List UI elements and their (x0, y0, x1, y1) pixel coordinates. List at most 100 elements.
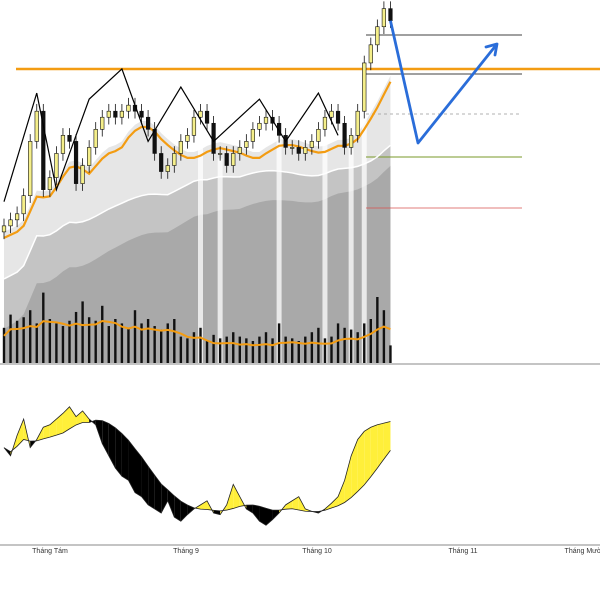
candle-body (263, 116, 269, 124)
candle-body (113, 110, 118, 118)
volume-bar (271, 338, 274, 363)
zigzag-line (3, 67, 339, 202)
oscillator-fill (272, 510, 280, 520)
candle-body (80, 165, 85, 184)
volume-bar (94, 320, 97, 363)
volume-bar (291, 338, 294, 363)
x-axis: Tháng Tám Tháng 9 Tháng 10 Tháng 11 Tháng Mư… (32, 548, 600, 555)
volume-bar (120, 323, 124, 363)
oscillator-fill (62, 406, 70, 433)
candle-body (349, 135, 354, 148)
volume-bar (160, 329, 163, 363)
volume-bar (232, 332, 235, 363)
oscillator-fill (148, 466, 155, 509)
volume-bar (330, 336, 333, 363)
oscillator-fill (377, 423, 384, 469)
highlight-strip (276, 140, 282, 363)
volume-bar (212, 334, 215, 363)
oscillator-fill (76, 410, 83, 425)
volume-bar (173, 319, 176, 363)
candle-body (67, 135, 72, 142)
volume-bar (81, 301, 84, 363)
fast-ma-line (3, 81, 392, 239)
volume-bar (297, 341, 300, 363)
volume-bar (179, 336, 183, 363)
signal-line (3, 419, 391, 512)
oscillator-fill (246, 505, 253, 514)
volume-bar (107, 326, 110, 363)
oscillator-fill (174, 495, 181, 522)
candle-body (172, 153, 177, 166)
oscillator-fill (121, 433, 129, 481)
candle-body (375, 26, 380, 46)
volume-bar (42, 292, 45, 363)
candle-body (28, 141, 33, 196)
candle-body (381, 8, 387, 28)
candle-body (34, 110, 39, 142)
volume-bar (127, 327, 130, 363)
candle-body (355, 110, 360, 136)
candle-body (237, 147, 242, 154)
volume-bar (133, 310, 137, 363)
candle-body (322, 116, 328, 130)
candle-body (309, 141, 314, 148)
highlight-strip (348, 140, 354, 363)
slow-ma-line (3, 144, 391, 280)
candle-body (60, 135, 66, 154)
volume-bar (382, 310, 386, 363)
candle-body (15, 213, 20, 221)
candle-body (152, 129, 157, 154)
oscillator-line (3, 406, 391, 526)
oscillator-fill (370, 424, 378, 477)
volume-panel (2, 292, 392, 363)
volume-bar (349, 329, 353, 363)
highlight-strip (217, 158, 223, 363)
volume-bar (140, 323, 143, 363)
candle-body (146, 116, 151, 130)
volume-bar (146, 319, 150, 363)
candle-body (191, 116, 197, 136)
volume-bar (205, 341, 209, 363)
oscillator-fill (128, 440, 135, 493)
oscillator-fill (285, 500, 293, 510)
candle-body (54, 153, 59, 178)
volume-bar (199, 327, 202, 363)
volume-bar (310, 332, 314, 363)
oscillator-fill (135, 448, 142, 497)
candle-body (198, 110, 203, 118)
candle-body (47, 177, 52, 190)
candle-body (362, 62, 367, 112)
volume-bar (218, 338, 222, 363)
volume-bar (15, 320, 19, 363)
candle-body (218, 153, 223, 155)
highlight-strip (361, 67, 367, 364)
volume-bar (22, 317, 25, 363)
candle-body (126, 104, 131, 112)
candle-body (204, 110, 210, 124)
oscillator-fill (213, 510, 221, 515)
highlight-strip (198, 116, 203, 363)
volume-bar (153, 326, 156, 363)
candle-body (224, 153, 229, 166)
candle-body (73, 141, 79, 184)
volume-bar (61, 326, 65, 363)
candle-body (185, 135, 190, 142)
volume-bar (35, 323, 38, 363)
oscillator-fill (266, 508, 273, 526)
highlight-strip (322, 122, 328, 363)
volume-bar (55, 323, 58, 363)
oscillator-fill (43, 424, 50, 439)
volume-bar (166, 323, 169, 363)
oscillator-fill (167, 489, 175, 518)
candle-body (250, 129, 256, 142)
candle-body (388, 8, 393, 21)
volume-bar (369, 319, 372, 363)
volume-bar (192, 332, 196, 363)
volume-bar (2, 327, 6, 363)
candle-body (21, 195, 26, 215)
volume-ma-line (3, 319, 391, 347)
candle-body (244, 141, 249, 148)
candle-body (335, 110, 341, 124)
volume-bar (284, 336, 287, 363)
